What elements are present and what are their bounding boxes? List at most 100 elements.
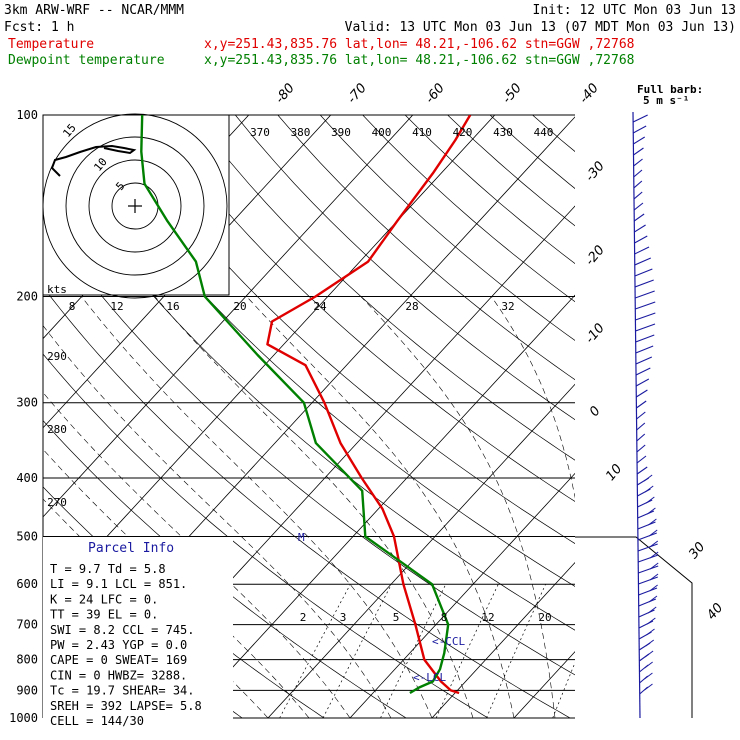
isotherm-side-label: 30	[686, 540, 708, 562]
isotherm-line	[666, 87, 740, 730]
wind-barb	[635, 334, 655, 343]
wind-barb-flag	[649, 562, 659, 570]
theta-e-label: 410	[412, 126, 432, 139]
wind-barb-flag	[649, 573, 659, 581]
moist-adiabat	[611, 297, 639, 719]
wind-barb-flag	[648, 529, 658, 537]
mixing-ratio-label: 12	[481, 611, 494, 624]
dry-adiabat	[362, 115, 575, 303]
mixing-ratio-label: 5	[393, 611, 400, 624]
wind-barb	[635, 323, 656, 332]
isotherm-line	[185, 294, 575, 718]
hodograph-speed-label: 20	[233, 300, 246, 313]
theta-e-label: 370	[250, 126, 270, 139]
isotherm-line	[349, 472, 575, 718]
model-title: 3km ARW-WRF -- NCAR/MMM	[4, 3, 184, 18]
wind-barb	[638, 598, 657, 607]
pressure-tick-label: 600	[16, 577, 38, 591]
wind-barb-flag	[644, 672, 653, 680]
hodograph-unit-label: kts	[47, 283, 67, 296]
theta-label: 270	[47, 496, 67, 509]
wind-barb	[635, 312, 656, 321]
wind-barb	[634, 257, 651, 266]
moist-adiabat	[246, 296, 515, 718]
isotherm-line	[513, 651, 575, 718]
hodograph-ring	[65, 136, 205, 276]
wind-barb	[633, 158, 643, 167]
wind-barb	[638, 565, 659, 574]
mixing-ratio-label: 2	[300, 611, 307, 624]
pressure-tick-label: 300	[16, 396, 38, 410]
isotherm-line	[43, 115, 414, 518]
wind-barb	[637, 521, 656, 530]
barb-staff-column	[632, 111, 641, 719]
init-time: Init: 12 UTC Mon 03 Jun 13	[533, 3, 737, 18]
dewpoint-legend: Dewpoint temperature	[8, 53, 165, 68]
wind-barb-flag	[646, 628, 655, 636]
wind-barb	[636, 411, 646, 420]
parcel-info-line: K = 24 LFC = 0.	[50, 592, 158, 606]
pressure-tick-label: 500	[16, 529, 38, 543]
wind-barb	[632, 125, 647, 134]
wind-barbs	[575, 111, 693, 719]
parcel-info-line: CAPE = 0 SWEAT= 169	[50, 653, 187, 667]
wind-barb	[637, 499, 653, 508]
wind-barb-flag	[644, 661, 653, 669]
parcel-info-title: Parcel Info	[88, 541, 174, 556]
mixing-ratio-line	[552, 661, 575, 718]
wind-barb	[633, 180, 643, 189]
wind-barb	[636, 466, 648, 475]
sounding-profiles	[140, 115, 472, 695]
wind-barb	[636, 444, 646, 453]
dry-adiabat	[107, 115, 575, 544]
isotherm-side-label: 10	[603, 462, 625, 484]
wind-barb	[635, 378, 650, 387]
wind-barb	[634, 268, 653, 277]
isotherm-line	[431, 561, 575, 718]
dry-adiabat	[43, 147, 575, 631]
wind-barb-flag	[649, 551, 659, 559]
parcel-info-line: CIN = 0 HWBZ= 3288.	[50, 668, 187, 682]
wind-barb	[636, 422, 646, 431]
theta-e-label: 420	[453, 126, 473, 139]
wind-barb	[633, 169, 643, 178]
mixing-ratio-label: 3	[340, 611, 347, 624]
temperature-location: x,y=251.43,835.76 lat,lon= 48.21,-106.62…	[204, 37, 634, 52]
dry-adiabat	[192, 115, 575, 461]
dry-adiabat	[585, 87, 740, 730]
theta-e-label: 430	[493, 126, 513, 139]
wind-barb	[634, 235, 648, 244]
dry-adiabat	[234, 115, 575, 421]
wind-barb	[636, 433, 646, 442]
dewpoint-location: x,y=251.43,835.76 lat,lon= 48.21,-106.62…	[204, 53, 634, 68]
wind-barb-flag	[644, 485, 654, 493]
wind-barb	[635, 301, 656, 310]
dewpoint-profile-line	[140, 115, 450, 695]
valid-time: Valid: 13 UTC Mon 03 Jun 13 (07 MDT Mon …	[345, 20, 736, 35]
sounding-annotation: <-LCL	[413, 671, 446, 684]
hodograph-speed-label: 8	[69, 300, 76, 313]
wind-barb	[636, 455, 647, 464]
dry-adiabat	[65, 115, 575, 587]
theta-e-label: 380	[291, 126, 311, 139]
mixing-ratio-line	[486, 584, 546, 718]
temperature-legend: Temperature	[8, 37, 94, 52]
moist-adiabat	[360, 296, 556, 718]
pressure-tick-label: 800	[16, 653, 38, 667]
parcel-info-box: Parcel Info T = 9.7 Td = 5.8LI = 9.1 LCL…	[43, 537, 233, 728]
mixing-ratio-line	[322, 584, 392, 718]
parcel-info-line: TT = 39 EL = 0.	[50, 608, 158, 622]
wind-barb	[635, 367, 651, 376]
wind-barb	[638, 609, 655, 618]
dry-adiabat	[531, 115, 575, 152]
hodograph-ring	[88, 159, 182, 253]
isotherm-line	[584, 87, 740, 730]
wind-barb-flag	[648, 595, 658, 603]
dry-adiabat	[319, 115, 575, 341]
isotherm-top-label: -80	[273, 81, 298, 107]
wind-barb	[632, 114, 648, 123]
pressure-tick-label: 900	[16, 683, 38, 697]
wind-barb	[637, 532, 657, 541]
